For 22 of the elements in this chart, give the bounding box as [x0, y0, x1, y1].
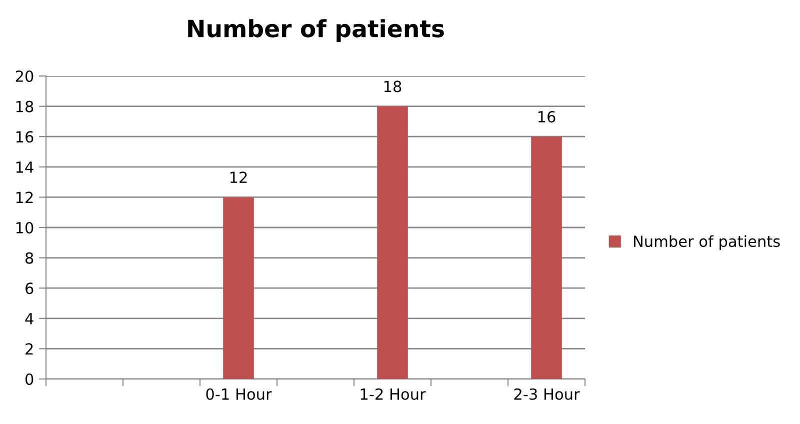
bar — [531, 136, 562, 379]
y-tick-label: 18 — [16, 100, 34, 112]
data-label: 16 — [538, 110, 556, 123]
bar — [377, 106, 408, 379]
y-tick-label: 0 — [25, 373, 34, 386]
data-label: 12 — [230, 172, 247, 183]
y-tick-label: 4 — [25, 313, 34, 324]
chart-title: Number of patients — [188, 19, 444, 42]
y-tick-label: 16 — [16, 131, 34, 143]
y-tick-label: 12 — [16, 192, 33, 204]
y-tick-label: 14 — [16, 162, 34, 173]
y-tick-label: 6 — [26, 282, 34, 294]
data-label: 18 — [384, 80, 402, 92]
y-tick-label: 10 — [16, 222, 34, 234]
y-tick-label: 20 — [16, 70, 34, 82]
x-tick-label: 2-3 Hour — [514, 388, 580, 400]
y-tick-label: 2 — [26, 343, 33, 355]
bar — [223, 197, 254, 379]
x-tick-label: 0-1 Hour — [206, 388, 272, 400]
legend-label: Number of patients — [634, 235, 780, 250]
x-tick-label: 1-2 Hour — [360, 388, 426, 400]
y-tick-label: 8 — [26, 252, 34, 264]
